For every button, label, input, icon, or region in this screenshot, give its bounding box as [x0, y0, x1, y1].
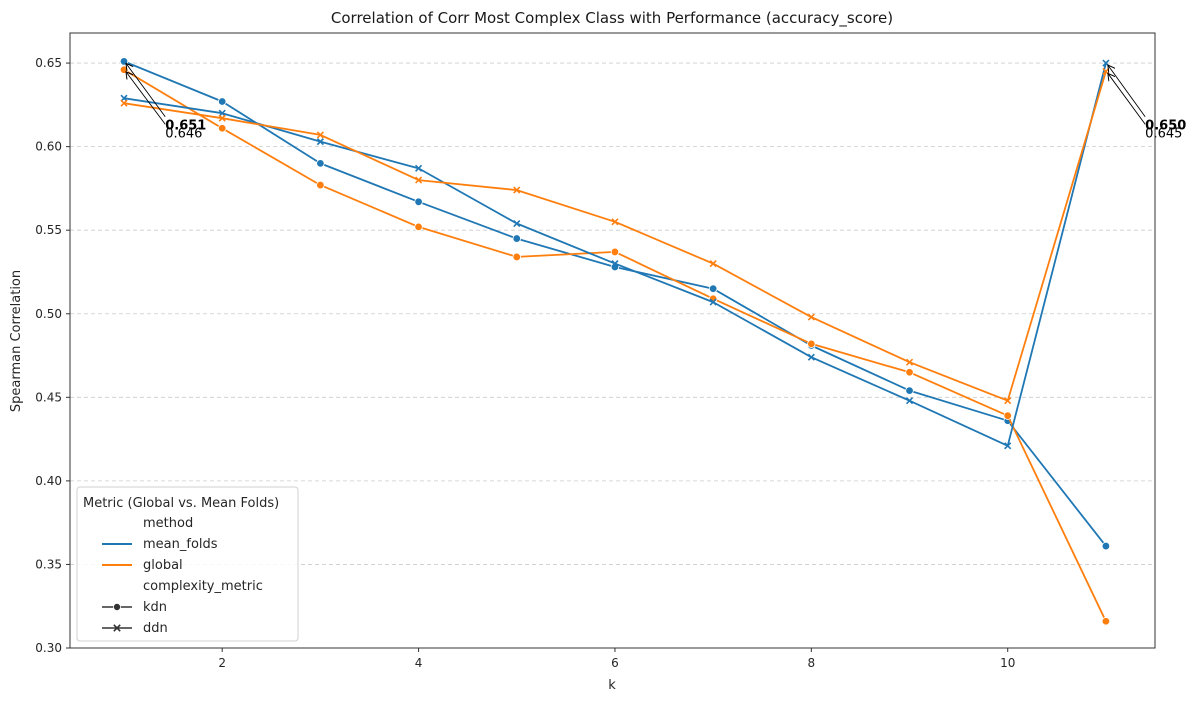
y-tick-label: 0.35	[35, 557, 62, 571]
data-point-mean_folds-ddn	[513, 219, 521, 228]
y-tick-label: 0.55	[35, 223, 62, 237]
y-tick-label: 0.60	[35, 140, 62, 154]
data-point-mean_folds-ddn	[415, 164, 423, 172]
annotation-arrow	[126, 72, 166, 125]
legend-label-ddn: ddn	[143, 621, 168, 636]
annotation-label: 0.651	[165, 119, 206, 134]
legend-marker-kdn	[113, 603, 122, 612]
data-point-global-ddn	[905, 358, 914, 366]
data-point-global-kdn	[1003, 411, 1012, 420]
data-point-mean_folds-kdn	[414, 197, 423, 206]
data-point-mean_folds-ddn	[807, 353, 815, 361]
data-point-mean_folds-ddn	[905, 397, 914, 405]
data-point-mean_folds-kdn	[708, 284, 718, 293]
data-point-global-kdn	[414, 222, 423, 232]
plot-frame	[69, 32, 1156, 649]
data-point-mean_folds-kdn	[217, 97, 227, 106]
data-point-global-kdn	[610, 247, 620, 257]
x-tick-label: 10	[1000, 656, 1015, 670]
data-point-mean_folds-kdn	[1101, 541, 1111, 551]
data-point-global-ddn	[513, 186, 521, 194]
chart-title: Correlation of Corr Most Complex Class w…	[331, 9, 893, 28]
legend-title: Metric (Global vs. Mean Folds)	[83, 496, 279, 511]
x-tick-label: 8	[808, 656, 816, 670]
data-point-mean_folds-ddn	[1004, 442, 1012, 450]
data-point-global-kdn	[217, 124, 227, 133]
x-tick-label: 4	[415, 656, 423, 670]
data-point-mean_folds-ddn	[611, 260, 619, 268]
legend-label-mean_folds: mean_folds	[143, 537, 218, 552]
x-tick-label: 2	[218, 656, 226, 670]
data-point-global-ddn	[1004, 397, 1012, 405]
data-point-mean_folds-kdn	[905, 386, 914, 395]
y-tick-label: 0.50	[35, 307, 62, 321]
data-point-mean_folds-kdn	[316, 159, 325, 168]
data-point-global-kdn	[905, 368, 914, 377]
data-point-global-ddn	[611, 218, 619, 226]
data-point-global-kdn	[807, 339, 816, 349]
data-point-global-kdn	[316, 180, 325, 190]
y-tick-label: 0.45	[35, 390, 62, 404]
data-point-mean_folds-ddn	[709, 298, 717, 306]
annotation-label: 0.646	[165, 126, 202, 141]
data-point-mean_folds-ddn	[316, 138, 324, 146]
data-point-global-ddn	[709, 260, 717, 268]
plot-area: 0.30 0.35 0.40 0.45 0.50 0.55 0.60 0.65 2 4 6 8 10 0.…	[35, 32, 1186, 670]
legend-label-global: global	[143, 558, 183, 573]
legend-label-complexity_metric: complexity_metric	[143, 579, 263, 594]
annotation-arrow	[1108, 65, 1146, 118]
data-point-global-kdn	[1101, 617, 1111, 626]
series-line-mean_folds-kdn	[123, 60, 1107, 547]
y-tick-label: 0.40	[35, 474, 62, 488]
data-point-global-ddn	[415, 176, 423, 184]
data-point-global-kdn	[512, 252, 521, 262]
data-point-global-ddn	[218, 114, 226, 122]
y-axis-label: Spearman Correlation	[9, 270, 24, 412]
series-line-global-ddn	[123, 71, 1107, 402]
x-tick-label: 6	[611, 656, 619, 670]
legend-label-kdn: kdn	[143, 600, 167, 615]
legend-box	[76, 486, 299, 642]
legend-marker-ddn	[113, 624, 121, 632]
x-axis-label: k	[608, 678, 616, 693]
data-point-mean_folds-kdn	[512, 234, 521, 243]
y-tick-label: 0.65	[35, 56, 62, 70]
legend-label-method: method	[143, 516, 193, 531]
annotation-arrow	[1108, 73, 1146, 125]
data-point-global-ddn	[316, 131, 324, 139]
data-point-global-ddn	[120, 99, 128, 107]
legend: Metric (Global vs. Mean Folds) method mean…	[76, 486, 299, 642]
data-point-global-ddn	[807, 313, 815, 321]
y-tick-label: 0.30	[35, 641, 62, 655]
annotation-label: 0.645	[1145, 126, 1182, 141]
